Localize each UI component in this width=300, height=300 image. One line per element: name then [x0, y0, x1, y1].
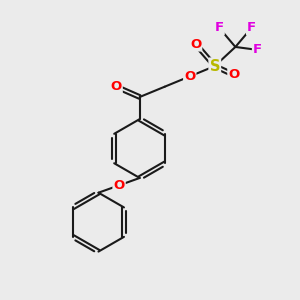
Text: O: O	[228, 68, 239, 81]
Text: F: F	[247, 21, 256, 34]
Text: O: O	[184, 70, 195, 83]
Text: O: O	[113, 179, 125, 192]
Text: O: O	[190, 38, 201, 50]
Text: F: F	[214, 21, 224, 34]
Text: O: O	[110, 80, 122, 93]
Text: S: S	[209, 58, 220, 74]
Text: F: F	[253, 44, 262, 56]
